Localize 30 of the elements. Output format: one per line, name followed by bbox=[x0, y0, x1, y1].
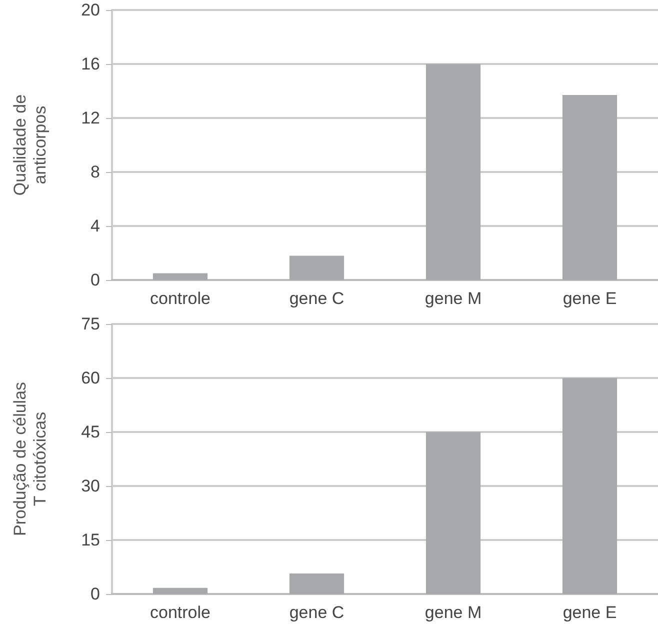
x-tick-label: gene C bbox=[289, 603, 344, 622]
bar bbox=[562, 378, 618, 594]
bar bbox=[426, 432, 481, 594]
y-tick-label: 12 bbox=[81, 108, 100, 128]
x-tick-label: gene C bbox=[289, 289, 344, 308]
bar bbox=[289, 573, 344, 594]
y-axis-title: Qualidade de anticorpos bbox=[10, 94, 50, 196]
y-tick-label: 30 bbox=[81, 476, 100, 496]
y-tick-label: 20 bbox=[81, 0, 100, 20]
x-tick-label: gene E bbox=[562, 289, 617, 308]
bar bbox=[289, 256, 344, 280]
x-tick-label: controle bbox=[150, 289, 210, 308]
y-tick-label: 0 bbox=[90, 270, 100, 290]
x-tick-label: gene M bbox=[424, 289, 482, 308]
bar bbox=[426, 64, 481, 280]
y-tick-label: 8 bbox=[90, 162, 100, 182]
x-tick-label: gene M bbox=[424, 603, 482, 622]
y-tick-label: 45 bbox=[81, 422, 100, 442]
y-axis-title: Produção de células T citotóxicas bbox=[10, 382, 50, 536]
y-tick-label: 75 bbox=[81, 314, 100, 334]
y-tick-label: 60 bbox=[81, 368, 100, 388]
bar bbox=[152, 588, 208, 594]
y-tick-label: 16 bbox=[81, 54, 100, 74]
x-tick-label: controle bbox=[150, 603, 210, 622]
x-tick-label: gene E bbox=[562, 603, 617, 622]
y-tick-label: 4 bbox=[90, 216, 100, 236]
y-tick-label: 15 bbox=[81, 530, 100, 550]
bar bbox=[152, 273, 208, 280]
y-tick-label: 0 bbox=[90, 584, 100, 604]
bar bbox=[562, 95, 618, 280]
